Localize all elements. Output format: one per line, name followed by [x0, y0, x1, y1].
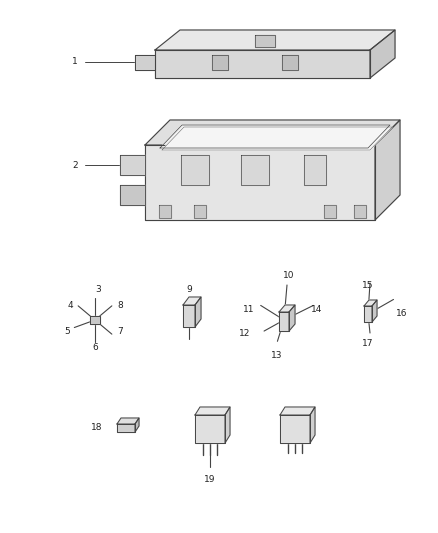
Text: 9: 9	[186, 286, 192, 295]
Polygon shape	[135, 55, 155, 70]
Polygon shape	[364, 300, 377, 306]
Polygon shape	[212, 55, 228, 70]
Polygon shape	[282, 55, 298, 70]
Text: 18: 18	[91, 423, 102, 432]
Text: 7: 7	[117, 327, 123, 336]
Text: 5: 5	[64, 327, 70, 336]
Text: 8: 8	[117, 301, 123, 310]
Polygon shape	[160, 125, 390, 148]
Text: 2: 2	[72, 160, 78, 169]
Polygon shape	[280, 407, 315, 415]
Text: 1: 1	[72, 58, 78, 67]
Polygon shape	[194, 205, 206, 218]
Text: 3: 3	[95, 286, 101, 295]
Polygon shape	[310, 407, 315, 443]
Polygon shape	[117, 418, 139, 424]
Polygon shape	[120, 155, 145, 175]
Polygon shape	[304, 155, 326, 185]
Polygon shape	[155, 30, 395, 50]
Polygon shape	[159, 205, 171, 218]
Polygon shape	[354, 205, 366, 218]
Polygon shape	[375, 120, 400, 220]
Polygon shape	[280, 415, 310, 443]
Polygon shape	[279, 305, 295, 312]
Polygon shape	[370, 30, 395, 78]
Polygon shape	[145, 145, 375, 220]
Text: 19: 19	[204, 475, 216, 484]
Polygon shape	[183, 297, 201, 305]
Polygon shape	[364, 306, 372, 322]
Polygon shape	[195, 407, 230, 415]
Text: 10: 10	[283, 271, 295, 279]
Polygon shape	[117, 424, 135, 432]
Polygon shape	[279, 312, 289, 331]
Polygon shape	[145, 120, 400, 145]
Polygon shape	[372, 300, 377, 322]
Text: 15: 15	[362, 281, 374, 290]
Polygon shape	[195, 297, 201, 327]
Polygon shape	[162, 127, 392, 150]
Polygon shape	[183, 305, 195, 327]
Text: 14: 14	[311, 305, 323, 314]
Text: 6: 6	[92, 343, 98, 352]
Text: 16: 16	[396, 309, 408, 318]
Text: 4: 4	[67, 301, 73, 310]
Text: 13: 13	[271, 351, 283, 359]
Text: 12: 12	[239, 328, 251, 337]
Polygon shape	[155, 50, 370, 78]
Polygon shape	[225, 407, 230, 443]
Text: 11: 11	[243, 305, 255, 314]
Polygon shape	[120, 185, 145, 205]
Polygon shape	[289, 305, 295, 331]
Polygon shape	[255, 35, 275, 47]
Text: 17: 17	[362, 340, 374, 349]
Polygon shape	[241, 155, 269, 185]
Polygon shape	[90, 316, 100, 324]
Polygon shape	[195, 415, 225, 443]
Polygon shape	[135, 418, 139, 432]
Polygon shape	[324, 205, 336, 218]
Polygon shape	[181, 155, 209, 185]
